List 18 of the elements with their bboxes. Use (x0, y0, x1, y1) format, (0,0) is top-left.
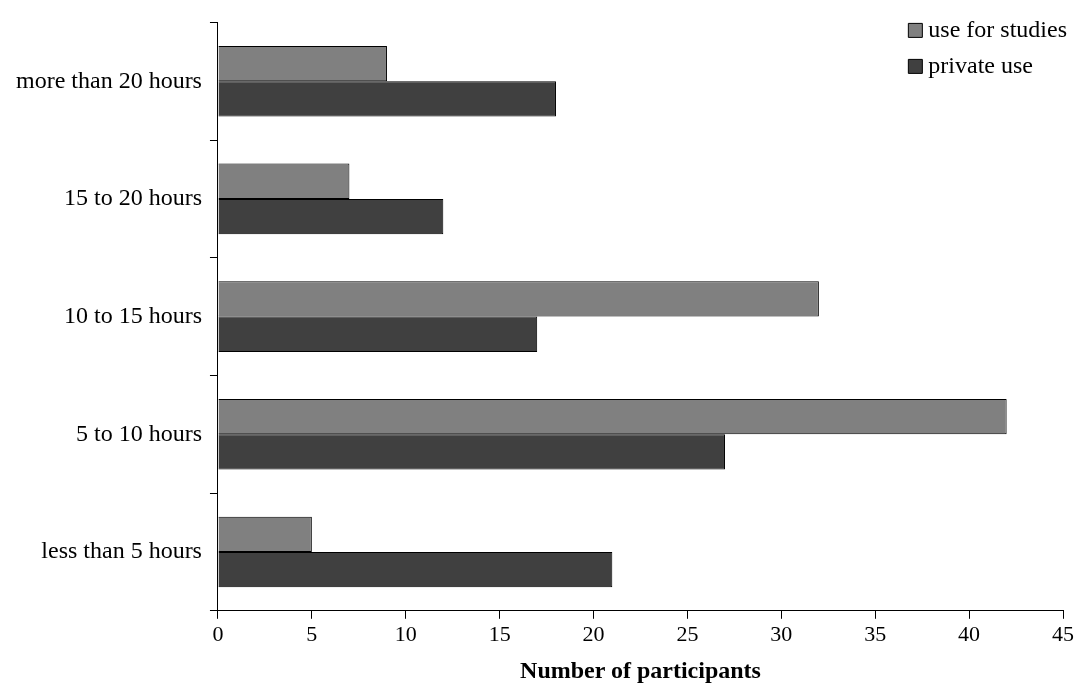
x-tick-label: 10 (394, 620, 417, 646)
x-tick-label: 0 (212, 620, 224, 646)
legend-label: use for studies (928, 15, 1068, 42)
legend-label: private use (928, 51, 1033, 78)
x-tick-label: 45 (1052, 620, 1074, 646)
y-tick-label: more than 20 hours (16, 66, 202, 93)
x-axis-title: Number of participants (520, 656, 761, 683)
x-tick-label: 5 (306, 620, 318, 646)
x-tick-label: 30 (770, 620, 793, 646)
y-tick-label: less than 5 hours (41, 537, 202, 564)
x-tick-label: 40 (958, 620, 981, 646)
x-tick-label: 25 (676, 620, 699, 646)
y-tick-label: 15 to 20 hours (63, 184, 202, 211)
x-tick-label: 35 (864, 620, 887, 646)
x-tick-label: 15 (488, 620, 511, 646)
y-tick-label: 10 to 15 hours (63, 301, 202, 328)
x-tick-label: 20 (582, 620, 605, 646)
y-tick-label: 5 to 10 hours (75, 419, 202, 446)
